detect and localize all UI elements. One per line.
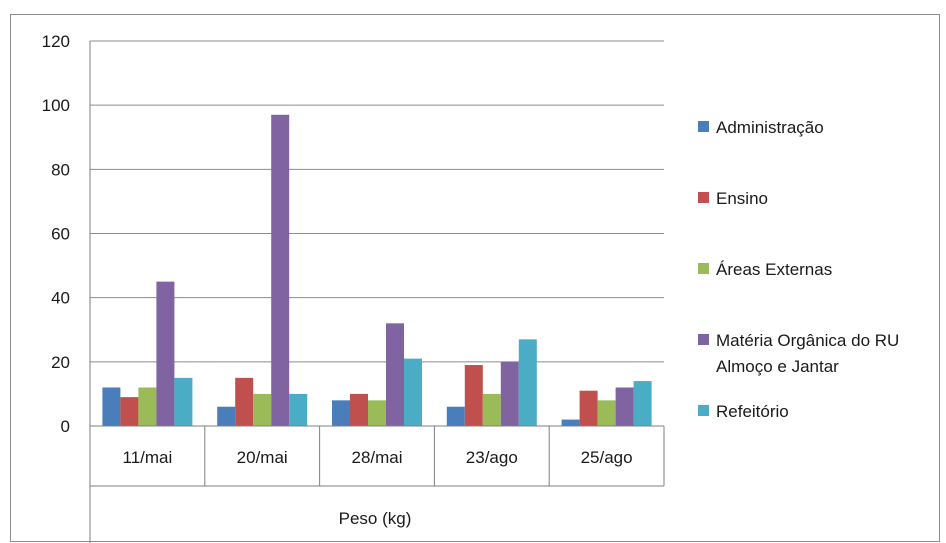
legend-label: Administração — [716, 118, 824, 137]
bar — [579, 390, 598, 426]
y-tick-labels: 0 20 40 60 80 100 120 — [42, 32, 70, 436]
gridlines — [90, 40, 664, 363]
bar — [500, 361, 519, 426]
bar — [350, 393, 368, 426]
bar — [120, 397, 139, 426]
legend-label: Refeitório — [716, 402, 789, 421]
axes — [89, 41, 665, 543]
legend-label: Ensino — [716, 189, 768, 208]
bar — [138, 387, 157, 426]
bar — [368, 400, 386, 426]
bar — [633, 381, 652, 426]
bar — [174, 377, 193, 426]
x-tick-label: 11/mai — [123, 448, 173, 467]
bar — [235, 377, 254, 426]
legend-label: Almoço e Jantar — [716, 357, 839, 376]
y-tick-label: 80 — [51, 160, 70, 179]
bar — [597, 400, 616, 426]
chart-frame — [10, 14, 940, 542]
legend-label: Matéria Orgânica do RU — [716, 331, 899, 350]
bar — [561, 419, 580, 426]
x-tick-label: 28/mai — [351, 448, 402, 467]
x-tick-label: 25/ago — [581, 448, 633, 467]
y-tick-label: 40 — [51, 289, 70, 308]
bar — [217, 406, 236, 426]
y-tick-label: 60 — [51, 225, 70, 244]
legend-swatch — [698, 121, 709, 132]
bar — [386, 323, 404, 426]
legend-swatch — [698, 192, 709, 203]
y-tick-label: 100 — [42, 96, 70, 115]
y-tick-label: 120 — [42, 32, 70, 51]
y-tick-label: 20 — [51, 353, 70, 372]
x-tick-label: 23/ago — [466, 448, 518, 467]
bar — [615, 387, 634, 426]
bar — [464, 365, 483, 426]
bar — [253, 393, 272, 426]
legend-label: Áreas Externas — [716, 260, 832, 279]
legend-swatch — [698, 405, 709, 416]
bar — [271, 114, 290, 427]
legend: Administração Ensino Áreas Externas Matéria… — [698, 118, 899, 421]
legend-swatch — [698, 334, 709, 345]
x-axis-label: Peso (kg) — [339, 509, 412, 528]
bars — [102, 114, 652, 427]
bar — [289, 393, 308, 426]
x-tick-labels: 11/mai 20/mai 28/mai 23/ago 25/ago — [123, 448, 633, 467]
bar — [446, 406, 465, 426]
bar — [404, 358, 422, 426]
bar — [156, 281, 175, 426]
y-tick-label: 0 — [61, 417, 70, 436]
bar — [518, 339, 537, 426]
bar — [332, 400, 350, 426]
bar — [102, 387, 121, 426]
legend-swatch — [698, 263, 709, 274]
bar — [482, 393, 501, 426]
x-tick-label: 20/mai — [237, 448, 288, 467]
